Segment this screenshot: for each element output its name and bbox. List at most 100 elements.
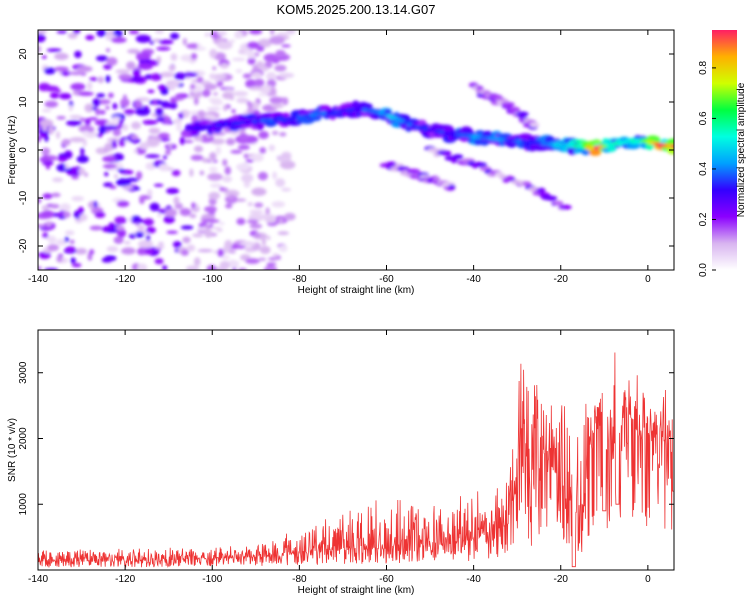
noise-blob <box>96 30 107 37</box>
noise-blob <box>220 63 229 69</box>
noise-blob <box>53 66 69 72</box>
noise-blob <box>64 246 77 253</box>
noise-blob <box>229 39 236 43</box>
noise-blob <box>268 144 276 152</box>
noise-blob <box>178 112 184 120</box>
noise-blob <box>247 202 253 207</box>
noise-blob <box>111 37 127 43</box>
noise-blob <box>122 124 129 131</box>
noise-blob <box>282 97 289 106</box>
noise-blob <box>216 80 224 87</box>
noise-blob <box>249 209 264 214</box>
noise-blob <box>79 117 86 122</box>
x-tick-label: -100 <box>202 574 222 585</box>
noise-blob <box>271 201 286 208</box>
noise-blob <box>42 193 53 200</box>
noise-blob <box>158 241 164 246</box>
noise-blob <box>129 233 136 239</box>
noise-blob <box>98 125 107 135</box>
noise-blob <box>38 33 46 43</box>
noise-blob <box>238 50 245 54</box>
noise-blob <box>251 153 264 162</box>
noise-blob <box>224 239 233 249</box>
noise-blob <box>137 263 148 270</box>
noise-blob <box>236 218 246 225</box>
noise-blob <box>91 107 98 111</box>
noise-blob <box>104 142 114 152</box>
noise-blob <box>118 118 124 124</box>
spectrogram-xlabel: Height of straight line (km) <box>298 285 415 296</box>
noise-blob <box>247 102 253 109</box>
noise-blob <box>56 131 60 139</box>
secondary-ridge-blob <box>515 111 529 117</box>
noise-blob <box>39 156 50 163</box>
noise-blob <box>182 140 194 143</box>
noise-blob <box>215 146 222 155</box>
noise-blob <box>266 235 271 240</box>
noise-blob <box>199 170 205 176</box>
noise-blob <box>242 73 252 79</box>
snr-ylabel: SNR (10 * v/v) <box>7 418 18 482</box>
y-tick-label: 20 <box>18 48 29 60</box>
noise-blob <box>52 177 64 183</box>
y-tick-label: -20 <box>18 238 29 253</box>
y-tick-label: 1000 <box>18 493 29 516</box>
noise-blob <box>265 207 270 216</box>
noise-blob <box>217 31 228 36</box>
noise-blob <box>80 147 85 156</box>
noise-blob <box>137 63 153 70</box>
noise-blob <box>204 32 209 37</box>
noise-blob <box>225 203 233 209</box>
noise-blob <box>232 267 237 270</box>
noise-blob <box>135 34 152 43</box>
y-tick-label: -10 <box>18 190 29 205</box>
noise-blob <box>38 30 47 35</box>
noise-blob <box>255 60 265 70</box>
noise-blob <box>246 107 255 114</box>
y-tick-label: 3000 <box>18 361 29 384</box>
noise-blob <box>190 83 196 90</box>
noise-blob <box>204 229 213 238</box>
noise-blob <box>142 119 158 125</box>
noise-blob <box>103 182 114 187</box>
noise-blob <box>44 100 59 108</box>
noise-blob <box>252 64 258 71</box>
noise-blob <box>78 91 94 96</box>
noise-blob <box>278 245 288 252</box>
noise-blob <box>227 194 235 200</box>
noise-blob <box>149 202 160 212</box>
noise-blob <box>182 236 191 244</box>
ridge-core <box>670 144 674 149</box>
noise-blob <box>157 213 162 218</box>
noise-blob <box>182 72 198 77</box>
noise-blob <box>50 204 60 209</box>
noise-blob <box>152 100 158 106</box>
noise-blob <box>149 40 155 45</box>
noise-blob <box>105 121 119 127</box>
noise-blob <box>111 139 117 149</box>
noise-blob <box>38 266 42 270</box>
noise-blob <box>66 120 82 126</box>
snr-xlabel: Height of straight line (km) <box>298 585 415 596</box>
noise-blob <box>121 185 134 190</box>
noise-blob <box>245 258 260 264</box>
noise-blob <box>217 40 233 50</box>
noise-blob <box>121 247 136 255</box>
noise-blob <box>284 212 296 221</box>
noise-blob <box>49 92 60 99</box>
noise-blob <box>273 56 288 61</box>
snr-ticks: -140 -120 -100 -80 -60 -40 -20 0 1000 2000 3000 <box>18 330 674 585</box>
noise-blob <box>93 200 98 208</box>
noise-blob <box>258 257 267 261</box>
colorbar-tick-label: 0.0 <box>698 263 709 277</box>
noise-blob <box>253 78 265 87</box>
noise-blob <box>109 185 117 189</box>
noise-blob <box>173 196 180 205</box>
noise-blob <box>251 71 263 78</box>
noise-blob <box>96 93 106 98</box>
secondary-ridge-blob <box>448 184 456 190</box>
noise-blob <box>236 97 249 104</box>
noise-blob <box>89 77 98 82</box>
noise-blob <box>63 211 71 218</box>
noise-blob <box>44 249 52 254</box>
